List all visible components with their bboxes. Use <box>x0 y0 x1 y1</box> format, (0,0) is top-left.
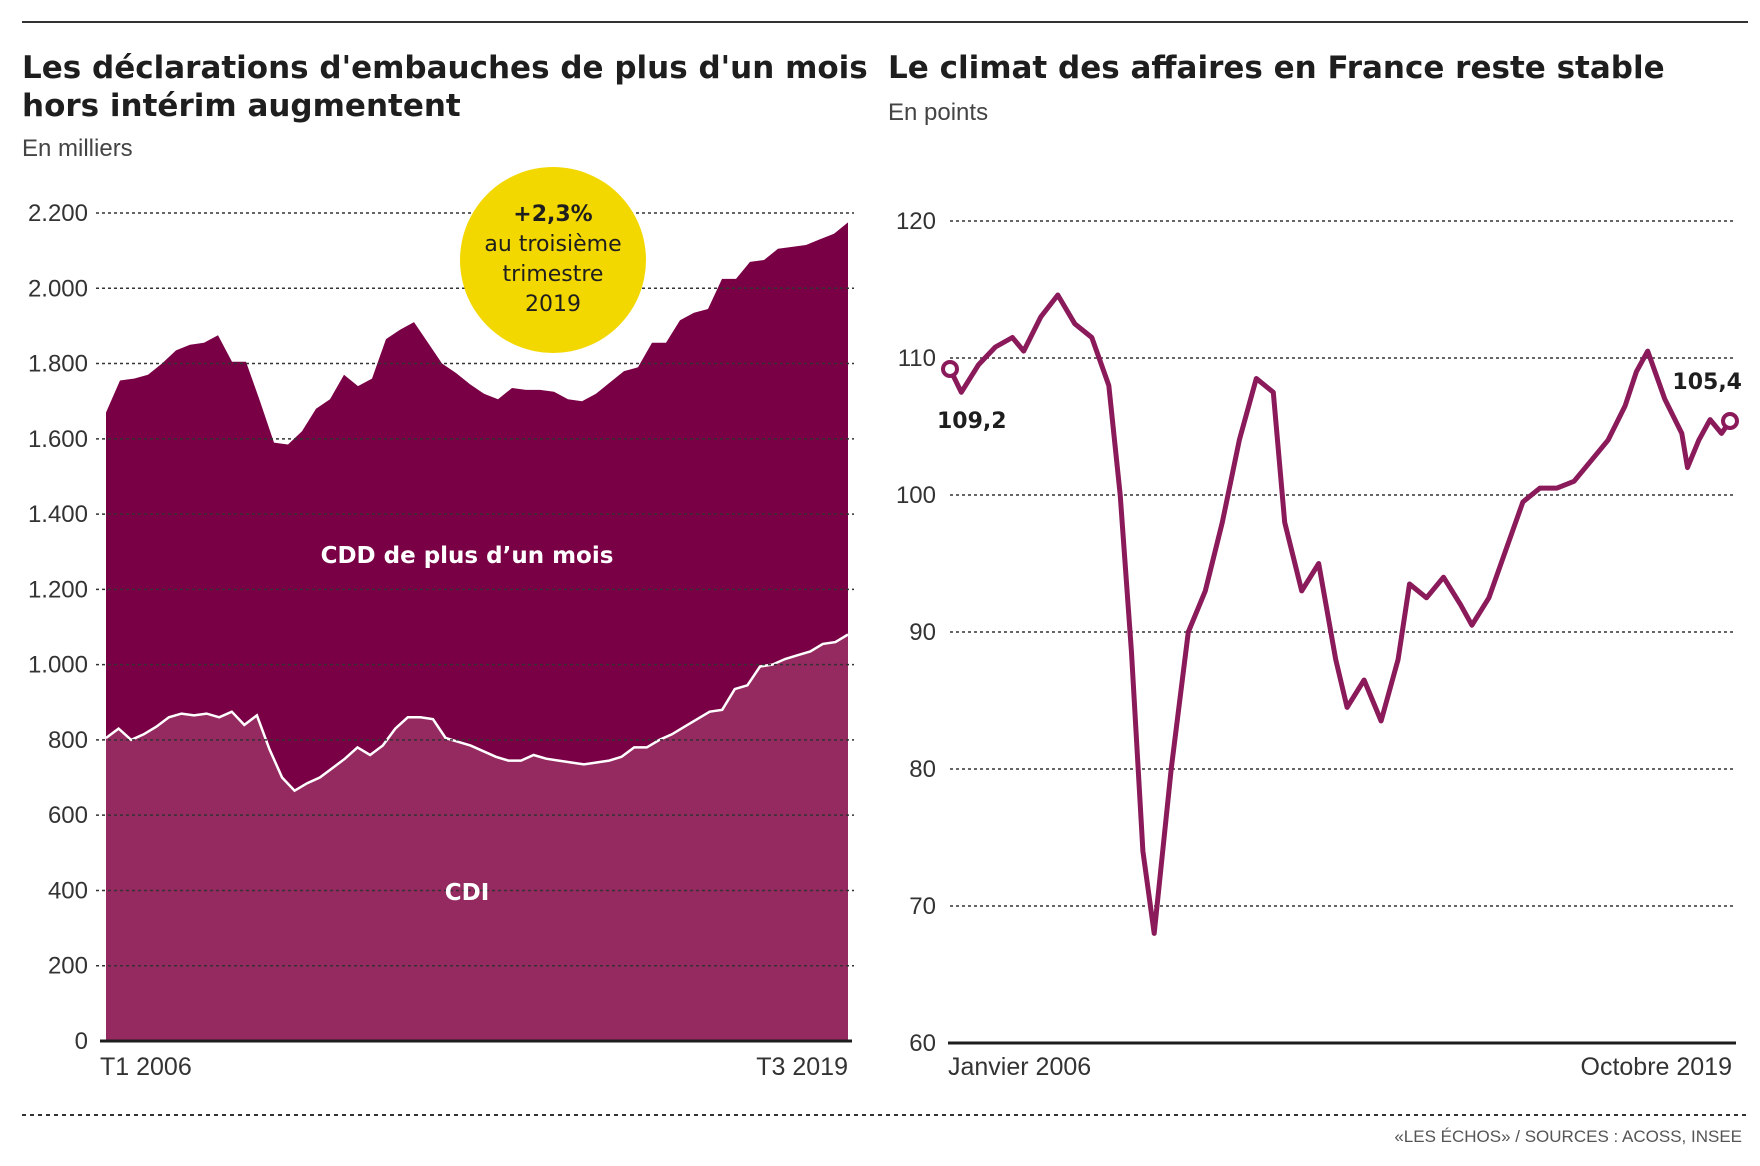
y-tick-label: 120 <box>896 208 936 235</box>
growth-badge-text: +2,3% <box>513 202 592 227</box>
y-tick-label: 1.400 <box>28 501 88 528</box>
y-tick-label: 90 <box>909 619 936 646</box>
right-x-start-label: Janvier 2006 <box>948 1053 1091 1081</box>
growth-badge-text: au troisième <box>484 232 621 257</box>
y-tick-label: 1.200 <box>28 576 88 603</box>
y-tick-label: 1.000 <box>28 652 88 679</box>
y-tick-label: 70 <box>909 893 936 920</box>
y-tick-label: 100 <box>896 482 936 509</box>
y-tick-label: 110 <box>898 345 936 372</box>
y-tick-label: 600 <box>48 802 88 829</box>
y-tick-label: 60 <box>909 1030 936 1057</box>
growth-badge: +2,3% au troisième trimestre 2019 <box>460 167 646 353</box>
figure: Les déclarations d'embauches de plus d'u… <box>0 0 1760 1166</box>
left-subtitle: En milliers <box>22 135 133 162</box>
right-y-axis: 60 70 80 90 100 110 120 <box>896 208 936 1057</box>
y-tick-label: 800 <box>48 727 88 754</box>
y-tick-label: 80 <box>909 756 936 783</box>
growth-badge-text: trimestre <box>503 262 604 287</box>
y-tick-label: 2.200 <box>28 200 88 227</box>
right-subtitle: En points <box>888 99 988 126</box>
right-chart: Le climat des affaires en France reste s… <box>888 50 1742 1081</box>
start-value-label: 109,2 <box>937 409 1007 434</box>
left-title-line-2: hors intérim augmentent <box>22 88 461 124</box>
left-plot-area: CDD de plus d’un mois CDI +2,3% au troisièm… <box>96 167 854 1041</box>
right-plot-area: 109,2 105,4 <box>937 221 1742 1043</box>
end-value-label: 105,4 <box>1672 370 1742 395</box>
left-x-start-label: T1 2006 <box>100 1053 192 1081</box>
y-tick-label: 1.600 <box>28 426 88 453</box>
growth-badge-circle <box>460 167 646 353</box>
cdd-series-label: CDD de plus d’un mois <box>321 543 614 569</box>
y-tick-label: 1.800 <box>28 351 88 378</box>
right-title: Le climat des affaires en France reste s… <box>888 50 1665 86</box>
source-note: «LES ÉCHOS» / SOURCES : ACOSS, INSEE <box>1394 1127 1742 1146</box>
right-x-end-label: Octobre 2019 <box>1581 1053 1733 1081</box>
left-title-line-1: Les déclarations d'embauches de plus d'u… <box>22 50 868 86</box>
cdi-series-label: CDI <box>445 880 490 906</box>
y-tick-label: 400 <box>48 877 88 904</box>
start-point-marker <box>943 362 957 376</box>
left-chart: Les déclarations d'embauches de plus d'u… <box>22 50 868 1081</box>
y-tick-label: 0 <box>75 1028 88 1055</box>
y-tick-label: 2.000 <box>28 275 88 302</box>
business-climate-line <box>950 295 1730 933</box>
left-y-axis: 0 200 400 600 800 1.000 1.200 1.400 1.600 1.800 2.… <box>28 200 88 1055</box>
left-x-end-label: T3 2019 <box>756 1053 848 1081</box>
end-point-marker <box>1723 414 1737 428</box>
y-tick-label: 200 <box>48 953 88 980</box>
growth-badge-text: 2019 <box>525 292 581 317</box>
